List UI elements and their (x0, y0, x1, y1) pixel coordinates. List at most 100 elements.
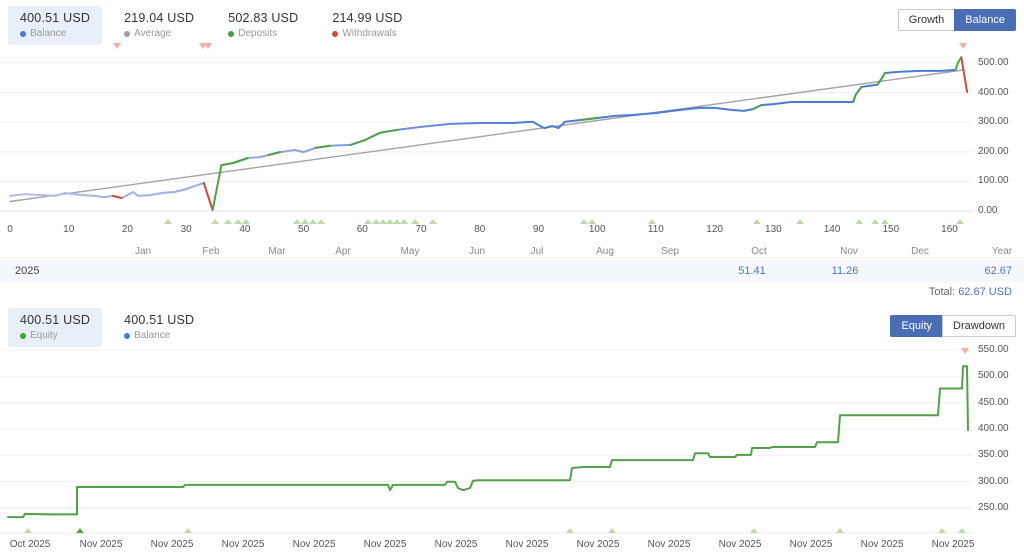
equity-dot-icon (20, 332, 26, 339)
month-label: Jun (468, 246, 486, 257)
stat-average[interactable]: 219.04 USD Average (112, 6, 206, 45)
total-value: 62.67 USD (958, 286, 1012, 298)
stat-balance[interactable]: 400.51 USD Balance (8, 6, 103, 45)
date-label: Nov 2025 (363, 539, 407, 550)
deposits-dot-icon (228, 30, 235, 37)
month-label: Jul (530, 246, 544, 257)
equity-balance-dot-icon (124, 332, 131, 339)
balance-chart-tabs: Growth Balance (897, 9, 1016, 31)
date-label: Nov 2025 (576, 539, 620, 550)
y-tick-label: 300.00 (978, 475, 1009, 487)
balance-chart (0, 43, 972, 224)
balance-dot-icon (20, 30, 26, 37)
x-tick-label: 120 (706, 224, 723, 235)
withdrawals-dot-icon (332, 30, 339, 37)
y-tick-label: 450.00 (978, 396, 1009, 408)
tab-equity[interactable]: Equity (890, 315, 943, 337)
month-label: Feb (202, 246, 220, 257)
y-tick-label: 0.00 (978, 205, 998, 216)
equity-balance-value: 400.51 USD (124, 313, 195, 327)
x-tick-label: 40 (239, 224, 251, 235)
balance-stats-row: 400.51 USD Balance 219.04 USD Average 50… (8, 6, 414, 45)
month-label: Nov (840, 246, 858, 257)
x-tick-label: 50 (298, 224, 310, 235)
x-tick-label: 110 (647, 224, 664, 235)
month-label: Dec (911, 246, 929, 257)
x-tick-label: 70 (415, 224, 427, 235)
y-tick-label: 350.00 (978, 449, 1009, 461)
date-label: Nov 2025 (860, 539, 904, 550)
y-tick-label: 550.00 (978, 344, 1009, 355)
total-row: Total: 62.67 USD (929, 286, 1012, 298)
y-tick-label: 500.00 (978, 370, 1009, 382)
equity-chart-tabs: Equity Drawdown (890, 315, 1016, 337)
month-label: Sep (661, 246, 679, 257)
x-tick-label: 100 (588, 224, 606, 235)
stat-equity[interactable]: 400.51 USD Equity (8, 308, 103, 347)
x-tick-label: 160 (941, 224, 958, 235)
x-tick-label: 90 (532, 224, 545, 235)
y-tick-label: 100.00 (978, 175, 1009, 187)
x-tick-label: 10 (63, 224, 75, 235)
x-tick-label: 140 (823, 224, 841, 235)
date-label: Nov 2025 (505, 539, 549, 550)
withdrawals-label: Withdrawals (342, 28, 397, 39)
tab-growth[interactable]: Growth (897, 9, 955, 31)
yearly-summary-row: 2025 51.41 11.26 62.67 (0, 260, 1024, 282)
y-tick-label: 400.00 (978, 86, 1009, 98)
y-tick-label: 300.00 (978, 116, 1009, 128)
date-label: Nov 2025 (931, 539, 975, 550)
date-label: Nov 2025 (789, 539, 833, 550)
total-label: Total: (928, 286, 956, 298)
y-tick-label: 250.00 (978, 502, 1009, 514)
x-tick-label: 150 (882, 224, 900, 235)
equity-balance-label: Balance (134, 330, 171, 341)
tab-drawdown[interactable]: Drawdown (942, 315, 1016, 337)
stat-deposits[interactable]: 502.83 USD Deposits (216, 6, 310, 45)
month-label: May (400, 246, 420, 257)
year-label: 2025 (15, 265, 40, 277)
y-tick-label: 500.00 (978, 56, 1009, 68)
date-label: Nov 2025 (434, 539, 478, 550)
x-tick-label: 130 (765, 224, 782, 235)
withdrawals-value: 214.99 USD (332, 11, 403, 25)
november-gain: 11.26 (831, 265, 859, 277)
equity-value: 400.51 USD (20, 313, 91, 327)
date-label: Nov 2025 (718, 539, 762, 550)
average-label: Average (134, 28, 172, 39)
divider (0, 257, 1024, 258)
date-label: Nov 2025 (150, 539, 194, 550)
x-tick-label: 30 (180, 224, 192, 235)
month-label: Mar (268, 246, 286, 257)
date-label: Nov 2025 (221, 539, 265, 550)
date-label: Oct 2025 (9, 539, 51, 550)
balance-label: Balance (30, 28, 67, 39)
month-label: Jan (134, 246, 152, 257)
date-label: Nov 2025 (79, 539, 123, 550)
average-dot-icon (124, 30, 131, 37)
deposits-label: Deposits (238, 28, 278, 39)
stat-equity-balance[interactable]: 400.51 USD Balance (112, 308, 206, 347)
y-tick-label: 400.00 (978, 423, 1009, 435)
x-tick-label: 0 (7, 224, 13, 235)
y-tick-label: 200.00 (978, 145, 1009, 157)
month-label: Apr (335, 246, 351, 257)
equity-stats-row: 400.51 USD Equity 400.51 USD Balance (8, 308, 206, 347)
stat-withdrawals[interactable]: 214.99 USD Withdrawals (320, 6, 414, 45)
equity-chart (0, 348, 972, 534)
tab-balance[interactable]: Balance (954, 9, 1016, 31)
month-label: Year (991, 246, 1013, 257)
october-gain: 51.41 (738, 265, 766, 277)
average-value: 219.04 USD (124, 11, 195, 25)
equity-label: Equity (30, 330, 58, 341)
year-gain: 62.67 (984, 265, 1012, 277)
x-tick-label: 80 (474, 224, 486, 235)
x-tick-label: 60 (356, 224, 368, 235)
month-label: Aug (596, 246, 614, 257)
date-label: Nov 2025 (292, 539, 336, 550)
month-label: Oct (751, 246, 767, 257)
deposits-value: 502.83 USD (228, 11, 299, 25)
x-tick-label: 20 (121, 224, 133, 235)
balance-value: 400.51 USD (20, 11, 91, 25)
